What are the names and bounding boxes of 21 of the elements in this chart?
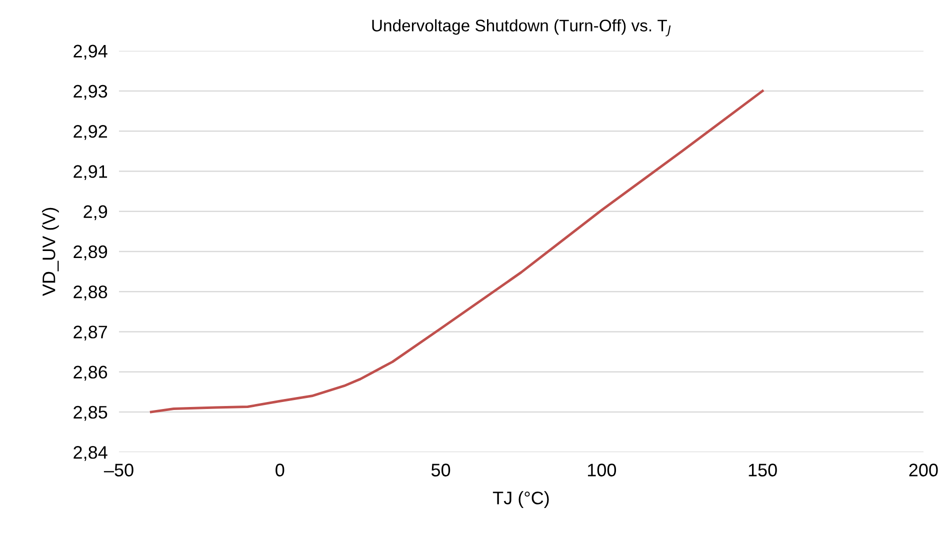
y-tick-label: 2,94: [74, 44, 108, 60]
y-tick-label: 2,93: [74, 84, 108, 100]
x-axis-title: TJ (°C): [492, 491, 549, 508]
y-axis-title: VD_UV (V): [42, 208, 59, 296]
y-tick-label: 2,87: [74, 326, 107, 341]
x-tick-label: 200: [909, 464, 938, 476]
x-tick-label: 0: [276, 464, 284, 476]
x-tick-label: 100: [588, 464, 616, 476]
y-tick-label: 2,85: [74, 406, 108, 421]
line-series: [150, 90, 764, 414]
x-tick-label: –50: [104, 464, 134, 476]
y-tick-label: 2,84: [74, 446, 108, 461]
x-tick-label: 50: [431, 464, 450, 476]
y-tick-label: 2,89: [74, 245, 108, 260]
y-tick-label: 2,92: [74, 125, 107, 140]
y-tick-label: 2,91: [74, 165, 108, 180]
y-tick-label: 2,86: [74, 366, 108, 381]
chart-title: Undervoltage Shutdown (Turn-Off) vs. T$_{J}$: [372, 19, 671, 36]
y-tick-label: 2,88: [74, 286, 108, 300]
x-tick-label: 150: [748, 464, 777, 476]
y-tick-label: 2,9: [84, 205, 108, 220]
